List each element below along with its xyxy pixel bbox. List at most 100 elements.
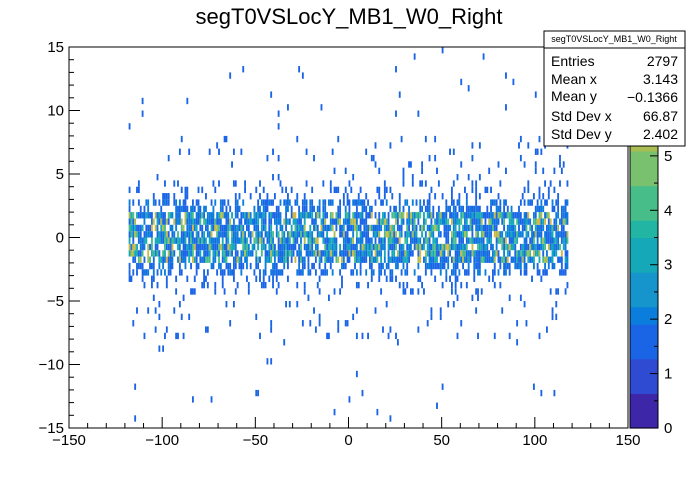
heatmap-cell xyxy=(266,358,269,365)
heatmap-cell xyxy=(156,243,159,251)
heatmap-cell xyxy=(467,256,470,263)
heatmap-cell xyxy=(246,224,248,232)
heatmap-cell xyxy=(499,180,502,187)
heatmap-cell xyxy=(398,91,401,98)
heatmap-cell xyxy=(411,231,414,238)
heatmap-cell xyxy=(391,256,394,263)
heatmap-cell xyxy=(531,237,533,244)
heatmap-cell xyxy=(270,358,273,365)
heatmap-cell xyxy=(499,205,502,213)
heatmap-cell xyxy=(531,275,533,282)
heatmap-cell xyxy=(445,205,448,213)
heatmap-cell xyxy=(335,243,338,251)
heatmap-cell xyxy=(266,193,269,200)
heatmap-cell xyxy=(385,275,388,282)
heatmap-cell xyxy=(359,262,362,270)
heatmap-cell xyxy=(309,205,312,213)
heatmap-cell xyxy=(344,250,347,257)
stats-value-mean-x: 3.143 xyxy=(643,71,678,87)
heatmap-cell xyxy=(560,205,563,213)
heatmap-cell xyxy=(411,288,414,295)
heatmap-cell xyxy=(216,142,219,149)
heatmap-cell xyxy=(193,256,196,263)
palette-band xyxy=(630,202,658,221)
heatmap-cell xyxy=(426,262,429,270)
heatmap-cell xyxy=(380,256,383,263)
heatmap-cell xyxy=(260,212,263,219)
heatmap-cell xyxy=(264,269,267,276)
stats-label-mean-x: Mean x xyxy=(551,71,597,87)
heatmap-cell xyxy=(436,243,438,251)
heatmap-cell xyxy=(450,218,453,225)
heatmap-cell xyxy=(505,231,507,238)
heatmap-cell xyxy=(342,224,345,232)
heatmap-cell xyxy=(359,243,362,251)
heatmap-cell xyxy=(247,281,250,289)
heatmap-cell xyxy=(497,205,500,213)
heatmap-cell xyxy=(238,237,241,244)
heatmap-cell xyxy=(193,237,196,244)
heatmap-cell xyxy=(490,243,492,251)
heatmap-cell xyxy=(460,212,463,219)
heatmap-cell xyxy=(415,237,418,244)
heatmap-cell xyxy=(221,205,224,213)
heatmap-cell xyxy=(419,237,422,244)
heatmap-cell xyxy=(355,243,358,251)
heatmap-cell xyxy=(415,231,418,238)
heatmap-cell xyxy=(549,243,552,251)
heatmap-cell xyxy=(216,224,219,232)
heatmap-cell xyxy=(182,205,185,213)
heatmap-cell xyxy=(195,262,198,270)
heatmap-cell xyxy=(378,212,381,219)
heatmap-cell xyxy=(540,205,543,213)
stats-label-mean-y: Mean y xyxy=(551,88,597,104)
heatmap-cell xyxy=(471,237,474,244)
heatmap-cell xyxy=(491,243,494,251)
heatmap-cell xyxy=(342,243,345,251)
heatmap-cell xyxy=(499,237,502,244)
heatmap-cell xyxy=(389,415,392,422)
heatmap-cell xyxy=(300,256,302,263)
heatmap-cell xyxy=(395,262,397,270)
heatmap-cell xyxy=(128,262,131,270)
heatmap-cell xyxy=(279,199,282,206)
heatmap-cell xyxy=(318,320,321,327)
heatmap-cell xyxy=(301,256,304,263)
heatmap-cell xyxy=(555,288,558,295)
heatmap-cell xyxy=(495,231,498,238)
heatmap-cell xyxy=(529,256,532,263)
heatmap-cell xyxy=(423,224,425,232)
heatmap-cell xyxy=(212,237,215,244)
heatmap-cell xyxy=(437,218,440,225)
heatmap-cell xyxy=(536,243,539,251)
heatmap-cell xyxy=(283,243,286,251)
heatmap-cell xyxy=(296,250,299,257)
heatmap-cell xyxy=(488,250,491,257)
heatmap-cell xyxy=(484,212,487,219)
heatmap-cell xyxy=(508,243,511,251)
heatmap-cell xyxy=(393,212,396,219)
heatmap-cell xyxy=(296,281,299,289)
heatmap-cell xyxy=(264,231,267,238)
heatmap-cell xyxy=(430,262,433,270)
heatmap-cell xyxy=(221,281,224,289)
heatmap-cell xyxy=(350,224,353,232)
heatmap-cell xyxy=(450,231,453,238)
heatmap-cell xyxy=(305,231,308,238)
heatmap-cell xyxy=(378,224,381,232)
heatmap-cell xyxy=(134,218,137,225)
heatmap-cell xyxy=(402,180,405,187)
heatmap-cell xyxy=(173,218,176,225)
heatmap-cell xyxy=(266,256,269,263)
heatmap-cell xyxy=(523,256,526,263)
heatmap-cell xyxy=(191,396,194,403)
heatmap-cell xyxy=(534,243,537,251)
heatmap-cell xyxy=(551,224,554,232)
heatmap-cell xyxy=(562,205,565,213)
heatmap-cell xyxy=(519,199,522,206)
heatmap-cell xyxy=(182,243,185,251)
heatmap-cell xyxy=(478,142,481,149)
heatmap-cell xyxy=(283,339,286,346)
heatmap-cell xyxy=(147,231,150,238)
